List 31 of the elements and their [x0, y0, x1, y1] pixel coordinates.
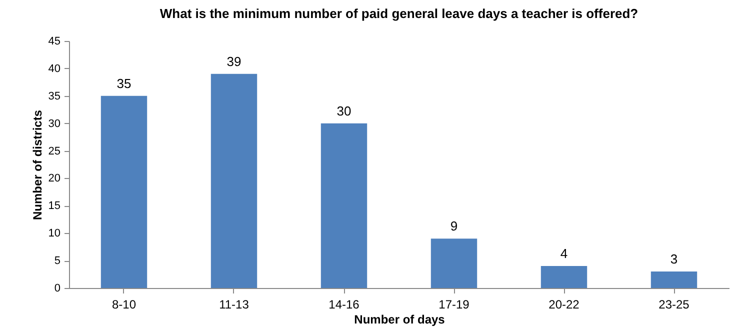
x-tick-label: 11-13 [219, 298, 250, 312]
bar [430, 238, 478, 288]
x-tick-label: 8-10 [112, 298, 136, 312]
y-tick-label: 45 [48, 36, 60, 48]
bar [100, 96, 148, 288]
bar [320, 123, 368, 288]
y-axis-title: Number of districts [30, 110, 44, 220]
x-tick-label: 20-22 [548, 298, 580, 312]
data-label: 4 [560, 246, 568, 262]
data-label: 3 [670, 252, 678, 267]
x-axis-title: Number of days [354, 312, 446, 326]
bar [540, 266, 588, 288]
bar [210, 74, 258, 288]
y-tick-label: 5 [54, 255, 60, 268]
y-tick-label: 0 [54, 282, 60, 294]
data-label: 30 [336, 103, 352, 118]
y-tick-label: 15 [48, 200, 60, 212]
y-tick-label: 40 [48, 62, 60, 75]
y-tick-label: 20 [48, 172, 60, 185]
y-tick-label: 30 [48, 118, 60, 130]
data-label: 39 [226, 54, 242, 69]
x-tick-label: 14-16 [328, 298, 360, 312]
x-tick-label: 17-19 [438, 298, 470, 312]
y-tick-label: 35 [48, 90, 60, 102]
x-tick-label: 23-25 [658, 298, 690, 312]
bar [650, 272, 698, 288]
data-label: 35 [116, 76, 132, 91]
chart-title: What is the minimum number of paid general leave days a teacher is offered? [160, 6, 638, 21]
y-tick-label: 25 [48, 145, 60, 158]
y-tick-label: 10 [48, 228, 60, 240]
data-label: 9 [450, 218, 458, 234]
